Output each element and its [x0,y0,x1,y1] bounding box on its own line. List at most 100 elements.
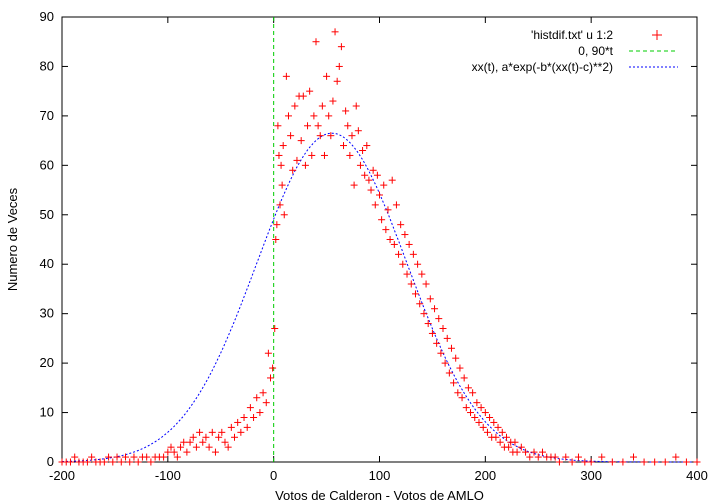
data-point [196,428,204,436]
data-point [320,151,328,159]
data-point [424,320,432,328]
data-point [456,364,464,372]
data-point [183,448,191,456]
data-point [333,77,341,85]
data-point [490,418,498,426]
data-point [467,409,475,417]
data-point [342,107,350,115]
y-tick-label: 90 [40,9,54,24]
data-point [538,448,546,456]
data-point [437,349,445,357]
data-point [390,240,398,248]
data-point [452,354,460,362]
data-point [256,409,264,417]
data-point [130,453,138,461]
data-point [147,458,155,466]
data-point [460,374,468,382]
data-point [386,236,394,243]
data-point [274,122,282,130]
data-point [173,453,181,461]
data-point [335,62,343,70]
data-point [109,458,117,466]
data-point [231,433,239,441]
x-axis-title: Votos de Calderon - Votos de AMLO [275,488,484,503]
data-point [526,453,534,461]
data-point [443,334,451,342]
x-tick-label: -100 [155,468,181,483]
data-point [221,438,229,446]
data-point [329,97,337,105]
data-point [352,102,360,110]
data-point [350,181,358,189]
data-point [397,221,405,229]
y-axis-title: Numero de Veces [5,187,20,291]
data-point [291,102,299,110]
x-tick-label: 400 [686,468,708,483]
data-point [562,453,570,461]
data-point [555,458,563,466]
data-point [469,389,477,397]
data-point [494,423,502,431]
data-point [378,216,386,224]
data-point [511,438,519,446]
data-point [323,72,331,80]
data-point [392,201,400,209]
y-tick-label: 70 [40,108,54,123]
legend-label: 0, 90*t [578,44,613,58]
y-tick-label: 20 [40,355,54,370]
data-point [619,458,627,466]
data-point [227,423,235,431]
legend: 'histdif.txt' u 1:2 0, 90*t xx(t), a*exp(-… [472,28,678,74]
data-point [215,433,223,441]
data-point [420,310,428,318]
data-point [384,206,392,214]
data-point [587,458,595,466]
data-point [359,147,367,154]
data-point [271,325,279,332]
data-point [287,132,295,140]
data-point [376,191,383,199]
data-point [167,443,175,451]
data-point [218,428,226,436]
data-point [505,443,513,451]
data-point [344,122,352,130]
data-point [522,448,530,456]
data-point [435,315,443,323]
data-point [581,458,589,466]
data-point [105,453,113,461]
data-point [496,438,504,446]
y-tick-label: 60 [40,157,54,172]
data-point [574,453,582,461]
data-point [693,458,701,466]
data-point [211,448,219,456]
data-point [262,399,270,407]
data-point [682,458,690,466]
data-point [234,418,242,426]
data-point [289,166,297,174]
data-point [371,201,379,209]
data-point [363,142,371,150]
y-tick-label: 50 [40,207,54,222]
data-point [640,458,648,466]
y-tick-label: 80 [40,58,54,73]
data-point [276,201,284,209]
data-point [122,453,129,461]
data-point [661,458,669,466]
data-point [464,384,472,392]
data-point [273,221,281,229]
data-point [297,137,305,145]
data-point [126,458,134,466]
data-point [177,443,185,451]
data-point [308,151,316,159]
data-point [199,438,207,446]
data-point [243,423,251,431]
x-tick-label: 300 [580,468,602,483]
y-tick-label: 10 [40,405,54,420]
data-point [498,428,506,436]
data-point [180,438,188,446]
data-point [100,458,108,466]
data-point [259,389,267,397]
data-point [189,433,197,441]
data-point [346,151,354,159]
data-point [264,349,272,357]
